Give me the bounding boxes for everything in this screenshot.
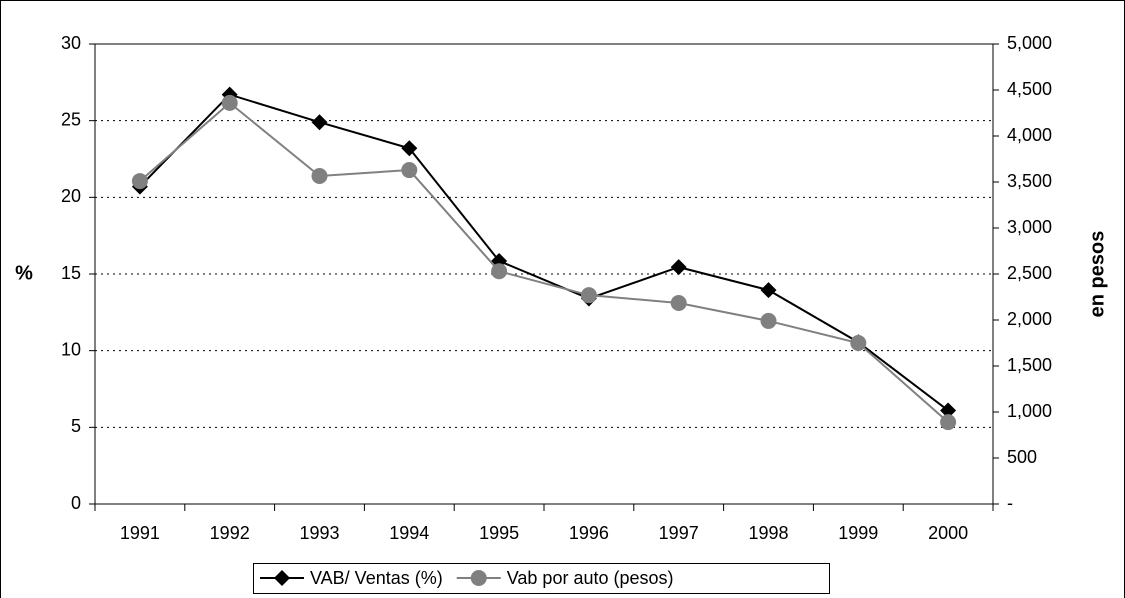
marker <box>670 259 687 276</box>
x-tick-label: 1999 <box>838 523 878 543</box>
y-tick-label: 10 <box>61 339 81 359</box>
marker <box>670 294 687 311</box>
y-tick-label: 0 <box>71 493 81 513</box>
y-tick-label: 15 <box>61 263 81 283</box>
marker <box>311 114 328 131</box>
y2-tick-label: 1,000 <box>1007 401 1052 421</box>
marker <box>580 287 597 304</box>
legend-label: VAB/ Ventas (%) <box>310 568 443 588</box>
x-tick-label: 1995 <box>479 523 519 543</box>
marker <box>221 94 238 111</box>
marker <box>760 282 777 299</box>
x-tick-label: 1994 <box>389 523 429 543</box>
y2-tick-label: 3,500 <box>1007 171 1052 191</box>
series-line <box>139 101 949 423</box>
y-axis-label: % <box>15 262 33 284</box>
y-tick-label: 20 <box>61 186 81 206</box>
x-tick-label: 1997 <box>659 523 699 543</box>
marker <box>401 162 418 179</box>
marker <box>311 168 328 185</box>
y2-tick-label: 2,000 <box>1007 309 1052 329</box>
y2-tick-label: 4,000 <box>1007 125 1052 145</box>
y2-tick-label: 500 <box>1007 447 1037 467</box>
legend-marker <box>470 570 487 586</box>
y2-axis-label: en pesos <box>1086 231 1108 318</box>
marker <box>850 335 867 351</box>
x-tick-label: 1996 <box>569 523 609 543</box>
legend-box <box>253 563 830 594</box>
y-tick-label: 30 <box>61 33 81 53</box>
marker <box>940 402 957 419</box>
marker <box>760 312 777 329</box>
x-tick-label: 1991 <box>120 523 160 543</box>
x-tick-label: 1992 <box>210 523 250 543</box>
series-line <box>139 93 949 412</box>
legend-label: Vab por auto (pesos) <box>507 568 674 588</box>
x-tick-label: 1993 <box>299 523 339 543</box>
legend-marker <box>274 570 290 586</box>
y2-tick-label: - <box>1007 493 1013 513</box>
y-tick-label: 25 <box>61 109 81 129</box>
y2-tick-label: 2,500 <box>1007 263 1052 283</box>
marker <box>401 140 418 157</box>
y2-tick-label: 3,000 <box>1007 217 1052 237</box>
y2-tick-label: 5,000 <box>1007 33 1052 53</box>
y-tick-label: 5 <box>71 416 81 436</box>
x-tick-label: 1998 <box>748 523 788 543</box>
x-tick-label: 2000 <box>928 523 968 543</box>
legend: VAB/ Ventas (%) Vab por auto (pesos) <box>253 563 830 594</box>
marker <box>131 173 148 190</box>
marker <box>940 414 957 431</box>
y2-tick-label: 1,500 <box>1007 355 1052 375</box>
y2-tick-label: 4,500 <box>1007 79 1052 99</box>
marker <box>491 263 508 280</box>
